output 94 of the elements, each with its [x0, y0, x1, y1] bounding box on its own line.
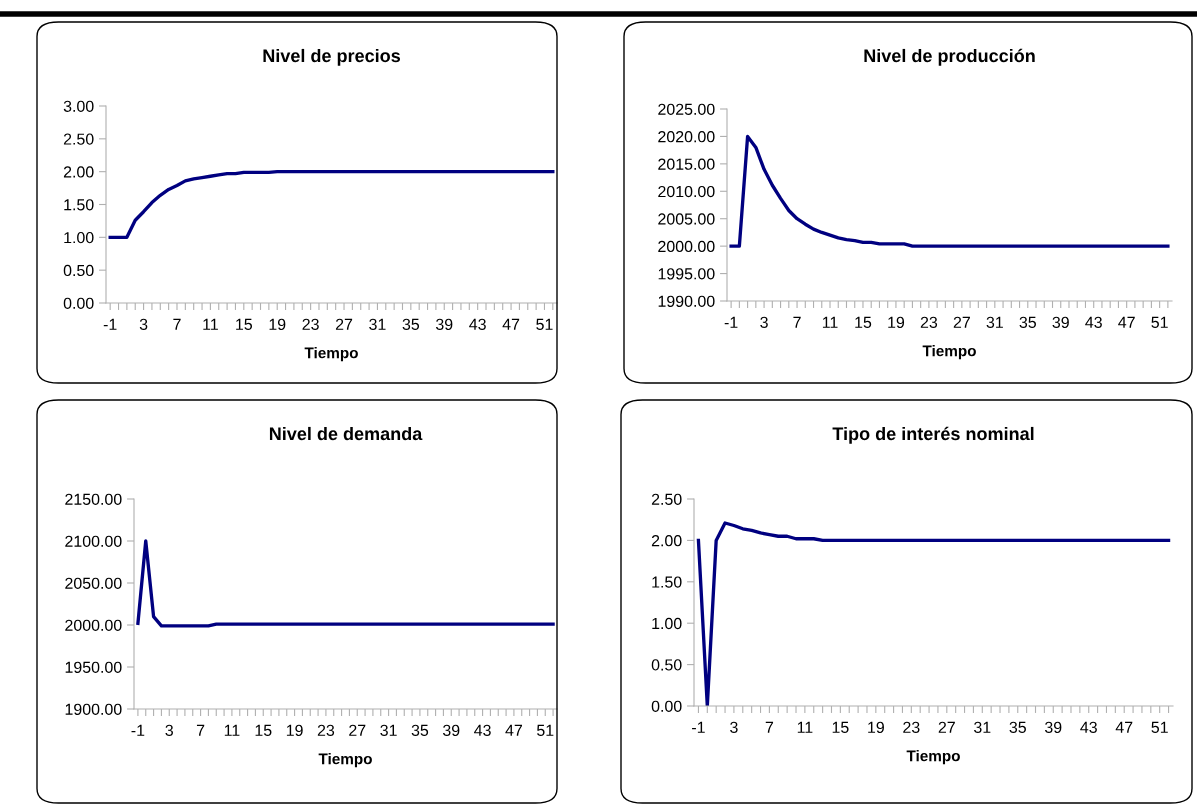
- x-tick-label: 23: [903, 721, 920, 734]
- y-tick-label: 1950.00: [65, 661, 122, 673]
- line-series: [136, 539, 555, 628]
- x-tick-label: 27: [349, 724, 366, 736]
- y-tick-label: 2.50: [651, 493, 682, 505]
- x-tick-label: 51: [537, 724, 554, 737]
- x-tick-label: 35: [411, 724, 429, 737]
- x-tick-label: 7: [173, 318, 181, 330]
- x-tick-label: 7: [765, 721, 774, 733]
- x-tick-label: 31: [974, 721, 991, 734]
- y-tick-label: 1995.00: [658, 268, 715, 280]
- x-tick-label: 19: [269, 318, 286, 331]
- y-tick-label: 1990.00: [658, 295, 715, 307]
- y-tick-label: 2015.00: [658, 158, 715, 170]
- x-tick-label: 47: [1115, 721, 1133, 733]
- x-tick-label: 15: [832, 721, 849, 734]
- x-axis-title: Tiempo: [318, 753, 372, 768]
- x-axis-title: Tiempo: [304, 347, 358, 362]
- x-tick-label: 35: [1019, 316, 1036, 329]
- x-tick-label: 11: [224, 724, 240, 736]
- x-tick-label: 11: [797, 721, 813, 733]
- y-tick-label: 0.50: [63, 264, 94, 277]
- y-tick-label: 3.00: [63, 100, 94, 112]
- x-tick-label: 31: [369, 318, 386, 331]
- chart-title: Nivel de precios: [263, 48, 401, 66]
- x-tick-label: 7: [793, 316, 801, 328]
- y-tick-label: 0.00: [651, 700, 682, 712]
- x-tick-label: 27: [335, 318, 353, 330]
- x-tick-label: 7: [196, 724, 205, 736]
- x-axis-title: Tiempo: [922, 345, 976, 360]
- y-tick-label: 0.00: [63, 297, 94, 309]
- x-tick-label: 15: [236, 318, 253, 331]
- x-tick-label: 31: [380, 724, 397, 737]
- y-tick-label: 2150.00: [65, 493, 122, 505]
- y-tick-label: 2000.00: [65, 619, 122, 631]
- chart-title: Tipo de interés nominal: [832, 426, 1034, 444]
- x-tick-label: 35: [1009, 721, 1026, 734]
- x-tick-label: 39: [1044, 721, 1062, 734]
- y-tick-label: 0.50: [651, 659, 682, 671]
- x-tick-label: 15: [255, 724, 272, 737]
- y-tick-label: 2000.00: [658, 240, 715, 253]
- chart-title: Nivel de demanda: [269, 426, 423, 441]
- x-tick-label: 3: [165, 724, 173, 737]
- x-tick-label: 39: [435, 318, 453, 331]
- y-tick-label: 1.50: [64, 199, 94, 211]
- x-tick-label: 23: [317, 724, 335, 737]
- y-tick-label: 2050.00: [65, 577, 122, 589]
- y-tick-label: 1900.00: [65, 703, 122, 715]
- x-tick-label: 39: [1052, 316, 1069, 329]
- x-tick-label: -1: [103, 318, 117, 330]
- y-tick-label: 1.50: [652, 576, 682, 588]
- x-tick-label: 23: [920, 316, 938, 329]
- line-series: [108, 170, 555, 239]
- x-tick-label: 43: [1085, 316, 1102, 329]
- x-tick-label: 39: [442, 724, 460, 737]
- y-tick-label: 2010.00: [658, 185, 715, 198]
- x-tick-label: 51: [536, 318, 553, 331]
- y-tick-label: 1.00: [64, 231, 94, 244]
- y-tick-label: 2.00: [651, 535, 682, 547]
- x-tick-label: 19: [286, 724, 303, 737]
- x-tick-label: 51: [1151, 721, 1168, 734]
- chart-title: Nivel de producción: [864, 48, 1035, 66]
- x-tick-label: 31: [986, 316, 1003, 329]
- x-tick-label: 15: [855, 316, 872, 329]
- x-tick-label: 47: [505, 724, 522, 736]
- x-tick-label: 43: [469, 318, 486, 331]
- y-tick-label: 2100.00: [65, 535, 122, 547]
- y-tick-label: 2025.00: [658, 103, 715, 115]
- y-tick-label: 2020.00: [658, 131, 715, 143]
- x-tick-label: 43: [1080, 721, 1097, 734]
- x-tick-label: 27: [938, 721, 955, 733]
- x-tick-label: 47: [502, 318, 520, 330]
- x-tick-label: 43: [474, 724, 491, 737]
- x-tick-label: 3: [760, 316, 768, 329]
- x-tick-label: -1: [131, 724, 145, 736]
- x-tick-label: 47: [1118, 316, 1135, 328]
- y-tick-label: 2.00: [63, 166, 94, 178]
- line-series: [729, 134, 1170, 248]
- x-tick-label: 51: [1151, 316, 1168, 329]
- y-tick-label: 2005.00: [658, 213, 715, 225]
- y-tick-label: 2.50: [63, 133, 94, 145]
- x-tick-label: 23: [302, 318, 319, 331]
- x-tick-label: 19: [888, 316, 905, 329]
- x-tick-label: -1: [692, 721, 705, 733]
- x-axis-title: Tiempo: [906, 750, 960, 765]
- x-tick-label: 3: [730, 721, 738, 734]
- x-tick-label: 11: [822, 316, 838, 328]
- x-tick-label: 3: [139, 318, 148, 331]
- y-tick-label: 1.00: [652, 617, 682, 630]
- x-tick-label: 27: [953, 316, 970, 328]
- x-tick-label: 35: [402, 318, 420, 331]
- x-tick-label: 11: [203, 318, 218, 330]
- x-tick-label: 19: [868, 721, 884, 734]
- x-tick-label: -1: [724, 316, 738, 328]
